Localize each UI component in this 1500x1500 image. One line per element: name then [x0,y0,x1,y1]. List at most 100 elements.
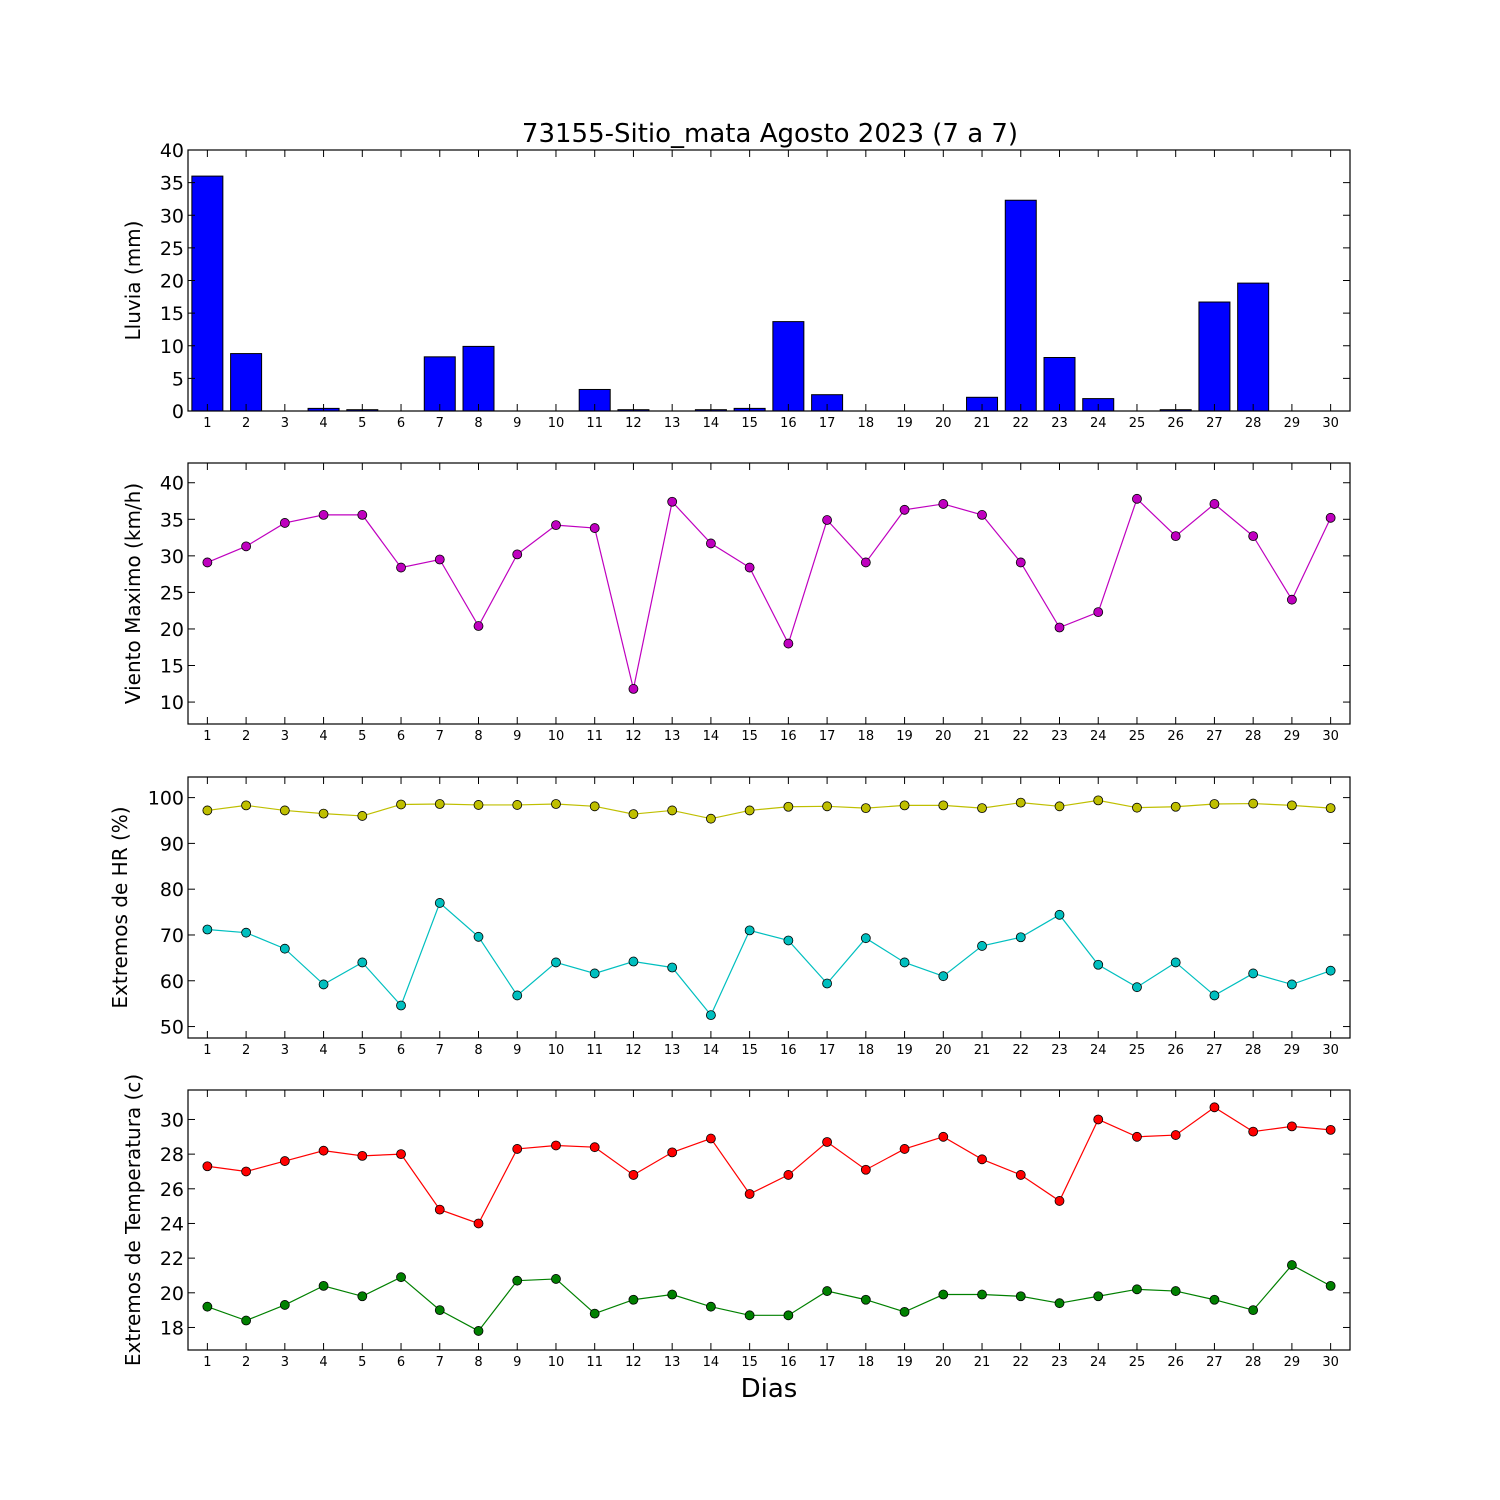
y-tick-label: 10 [160,336,184,358]
x-tick-label: 8 [474,1355,482,1370]
data-point [822,515,832,525]
data-point [1093,1114,1104,1125]
data-point [628,1170,639,1180]
x-tick-label: 14 [703,1043,720,1058]
x-tick-label: 15 [741,1355,758,1370]
data-point [938,499,949,509]
x-tick-label: 3 [281,416,289,431]
x-tick-label: 11 [586,729,603,744]
x-tick-label: 18 [858,1043,875,1058]
data-point [1287,979,1297,990]
data-point [1248,798,1259,809]
y-tick-label: 15 [160,656,184,678]
rain-bar [772,321,805,412]
data-point [357,1150,368,1161]
x-tick-label: 3 [281,1355,289,1370]
x-tick-label: 25 [1129,416,1146,431]
x-tick-label: 29 [1284,1043,1301,1058]
data-point [318,510,329,520]
data-point [1093,607,1104,618]
x-tick-label: 26 [1167,1355,1184,1370]
x-tick-label: 28 [1245,729,1262,744]
data-point [357,1291,368,1302]
data-point [202,805,213,816]
data-point [1248,1305,1259,1316]
y-tick-label: 30 [160,205,184,227]
x-tick-label: 2 [242,1355,250,1370]
x-tick-label: 9 [513,1355,521,1370]
data-point [434,898,445,908]
data-point [1132,1284,1142,1295]
data-point [1248,968,1259,979]
y-axis-label: Extremos de HR (%) [108,806,132,1008]
data-point [783,801,794,812]
x-tick-label: 24 [1090,729,1107,744]
x-tick-label: 15 [741,416,758,431]
data-point [706,538,716,549]
y-tick-label: 70 [160,925,184,947]
y-tick-label: 80 [160,879,184,901]
data-point [1132,802,1142,813]
data-point [1209,499,1220,509]
data-point [860,933,871,944]
y-tick-label: 35 [160,173,184,195]
data-point [279,1300,290,1310]
y-tick-label: 90 [160,833,184,855]
axes-frame [187,149,1351,412]
x-tick-label: 9 [513,729,521,744]
x-tick-label: 12 [625,416,642,431]
data-point [1209,799,1220,809]
x-tick-label: 21 [974,1355,991,1370]
data-point [512,800,523,810]
x-tick-label: 17 [819,729,836,744]
x-tick-label: 7 [436,1355,444,1370]
x-tick-label: 6 [397,1355,405,1370]
x-tick-label: 9 [513,416,521,431]
x-tick-label: 24 [1090,1355,1107,1370]
x-tick-label: 20 [935,1355,952,1370]
data-point [706,1133,716,1144]
x-tick-label: 4 [319,1043,327,1058]
x-tick-label: 5 [358,1043,366,1058]
y-axis-label: Lluvia (mm) [121,221,145,341]
y-tick-label: 18 [160,1317,184,1339]
x-tick-label: 9 [513,1043,521,1058]
x-tick-label: 10 [548,1355,565,1370]
y-tick-label: 30 [160,1109,184,1131]
x-tick-label: 19 [896,1043,913,1058]
data-point [628,809,639,819]
x-tick-label: 18 [858,729,875,744]
data-point [512,549,523,560]
data-point [899,957,910,968]
series-line [207,1106,1331,1225]
data-point [357,957,368,968]
data-point [1287,800,1297,811]
data-point [822,801,832,812]
data-point [396,799,406,810]
x-axis-label: Dias [741,1374,798,1404]
x-tick-label: 2 [242,729,250,744]
y-tick-label: 30 [160,546,184,568]
data-point [1132,493,1142,504]
x-tick-label: 13 [664,729,681,744]
data-point [1170,1286,1181,1296]
data-point [551,1274,561,1284]
x-tick-label: 6 [397,729,405,744]
x-tick-label: 20 [935,1043,952,1058]
axes-frame [187,1089,1351,1351]
data-point [667,1289,678,1300]
data-point [1132,982,1142,993]
x-tick-label: 19 [896,729,913,744]
x-tick-label: 3 [281,729,289,744]
data-point [551,799,561,809]
data-point [589,523,600,533]
data-point [899,504,910,515]
y-tick-label: 100 [148,788,184,810]
x-tick-label: 16 [780,416,797,431]
data-point [1170,801,1181,812]
x-tick-label: 18 [858,416,875,431]
x-tick-label: 20 [935,416,952,431]
data-point [783,1310,794,1321]
